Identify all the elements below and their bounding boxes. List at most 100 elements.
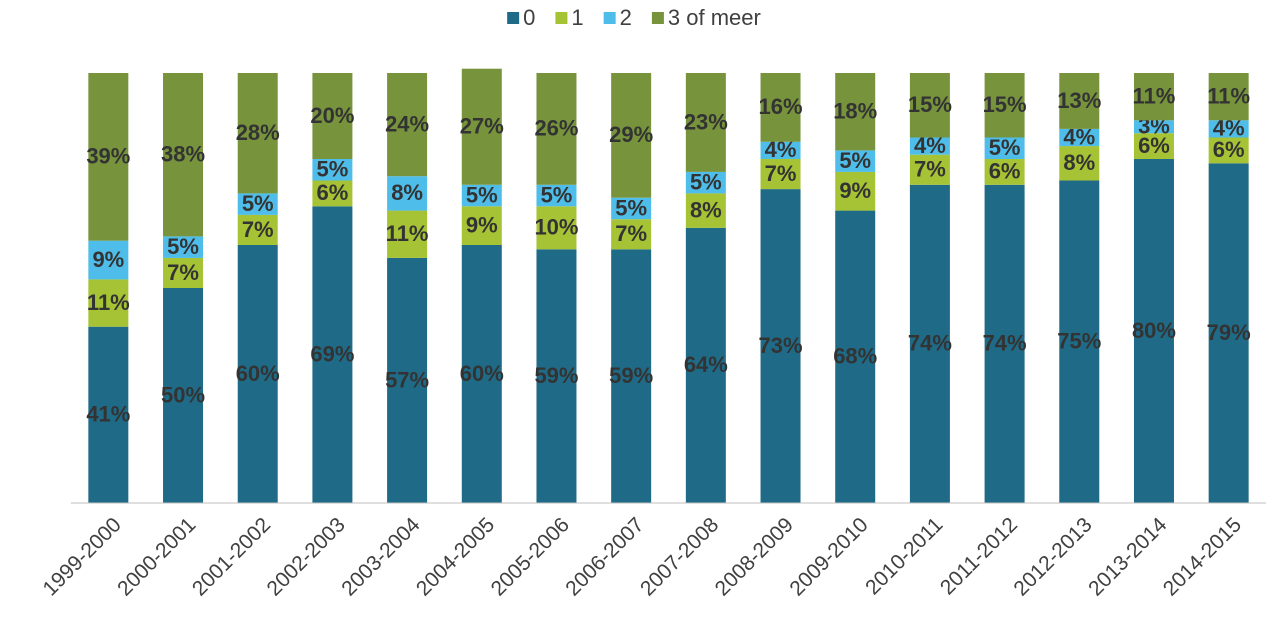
x-tick-label: 2002-2003 [263,513,350,600]
bar-segment [1133,133,1174,159]
bar-segment [163,73,204,237]
bar-segment [88,279,129,327]
bar-segment [163,236,204,258]
bar-segment [835,171,876,211]
value-label: 74% [983,331,1027,356]
value-label: 5% [317,157,349,182]
value-label: 5% [541,182,573,207]
value-label: 26% [534,116,578,141]
bar-segment [1208,137,1249,164]
bar-segment [461,68,502,185]
bar-segment [461,206,502,245]
value-label: 59% [534,363,578,388]
bar-segment [760,189,801,503]
value-label: 57% [385,367,429,392]
value-label: 9% [466,212,498,237]
x-tick-label: 2001-2002 [188,513,275,600]
bar-segment [312,180,353,207]
value-label: 18% [833,99,877,124]
bar-segment [1133,120,1174,134]
value-label: 27% [460,114,504,139]
value-label: 6% [1138,133,1170,158]
value-label: 13% [1057,88,1101,113]
value-label: 8% [690,197,722,222]
value-label: 74% [908,331,952,356]
bar-segment [1208,73,1249,121]
value-label: 50% [161,382,205,407]
x-tick-label: 2006-2007 [561,513,648,600]
value-label: 5% [839,148,871,173]
value-label: 68% [833,344,877,369]
value-label: 38% [161,142,205,167]
x-tick-label: 2013-2014 [1084,513,1172,601]
bar-segment [1208,120,1249,138]
x-tick-label: 2005-2006 [487,513,574,600]
value-label: 7% [765,161,797,186]
bar-segment [1133,73,1174,121]
bar-segment [685,73,726,172]
bar-segment [536,73,577,185]
bar-segment [760,141,801,159]
bar-segment [1059,73,1100,129]
bar-segment [237,214,278,245]
x-tick-label: 2004-2005 [412,513,499,600]
bar-segment [835,150,876,172]
bar-segment [909,184,950,504]
value-label: 20% [310,103,354,128]
value-label: 7% [615,221,647,246]
x-tick-label: 2003-2004 [337,513,425,601]
value-label: 73% [759,333,803,358]
bar-segment [88,240,129,280]
bar-segment [387,257,428,503]
bar-segment [611,73,652,198]
value-label: 24% [385,111,429,136]
legend-label: 0 [523,5,535,30]
legend-label: 2 [620,5,632,30]
value-label: 5% [989,135,1021,160]
x-tick-label: 2012-2013 [1009,513,1096,600]
bar-segment [1059,180,1100,503]
value-label: 60% [460,361,504,386]
bar-segment [387,73,428,177]
bar-segment [461,245,502,503]
bar-segment [984,184,1025,504]
legend-marker [555,12,568,24]
bar-segment [984,137,1025,159]
legend-marker [651,12,664,24]
value-label: 60% [236,361,280,386]
value-label: 23% [684,109,728,134]
value-label: 7% [167,260,199,285]
bar-segment [909,137,950,155]
value-label: 7% [242,217,274,242]
value-label: 29% [609,122,653,147]
value-label: 75% [1057,329,1101,354]
value-label: 39% [86,144,130,169]
bar-segment [88,73,129,241]
bar-segment [536,249,577,503]
bar-segment [1059,128,1100,147]
bar-segment [312,159,353,181]
bar-segment [312,73,353,159]
x-tick-label: 2007-2008 [636,513,723,600]
bar-segment [835,210,876,503]
bar-segment [611,249,652,503]
bar-segment [237,193,278,215]
value-label: 11% [1207,83,1250,108]
value-label: 6% [989,159,1021,184]
bar-segment [1059,146,1100,181]
bar-segment [760,159,801,190]
value-label: 6% [1213,137,1245,162]
value-label: 41% [86,402,130,427]
bar-segment [984,73,1025,138]
value-label: 28% [236,120,280,145]
x-tick-label: 2011-2012 [936,513,1022,599]
bar-segment [685,193,726,228]
value-label: 9% [92,247,124,272]
value-label: 11% [1133,83,1176,108]
bar-segment [163,257,204,288]
bar-segment [237,73,278,194]
value-label: 6% [317,180,349,205]
value-label: 79% [1207,320,1251,345]
bar-segment [461,184,502,207]
